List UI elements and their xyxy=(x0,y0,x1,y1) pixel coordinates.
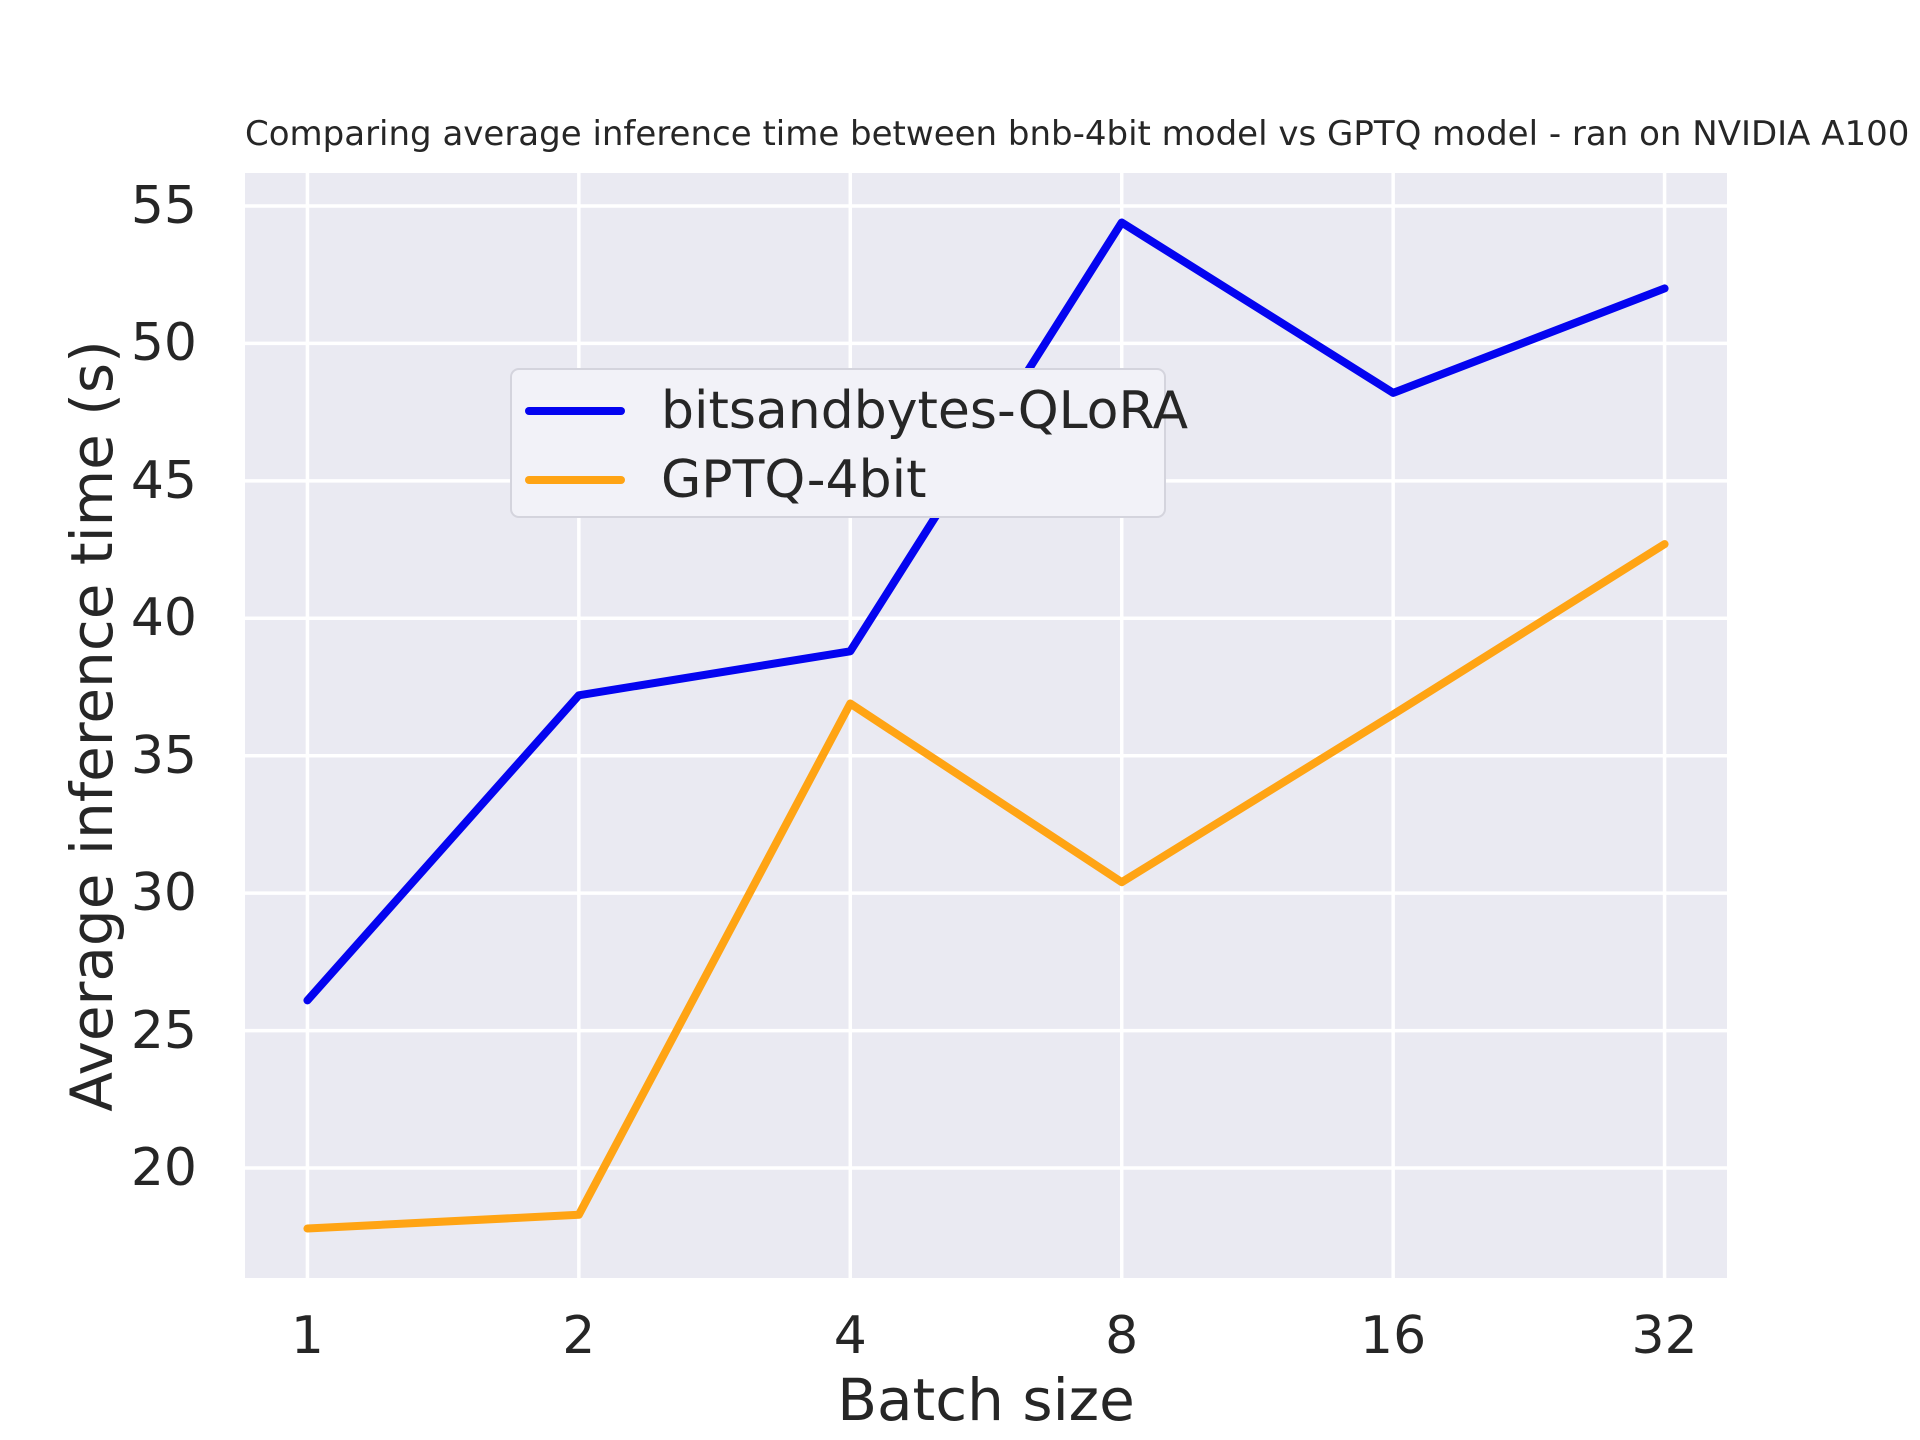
y-tick-55: 55 xyxy=(130,175,197,236)
y-tick-30: 30 xyxy=(130,863,197,924)
x-tick-32: 32 xyxy=(1631,1306,1698,1366)
plot-canvas xyxy=(245,173,1727,1278)
x-tick-2: 2 xyxy=(562,1306,596,1366)
plot-area: bitsandbytes-QLoRA GPTQ-4bit xyxy=(245,173,1727,1278)
legend-line-swatch-orange-icon xyxy=(525,476,625,485)
gridlines xyxy=(245,173,1727,1278)
legend-label: GPTQ-4bit xyxy=(661,450,927,511)
y-tick-50: 50 xyxy=(130,313,197,374)
y-tick-35: 35 xyxy=(130,725,197,786)
legend-item-bitsandbytes-qlora: bitsandbytes-QLoRA xyxy=(525,377,1188,445)
legend: bitsandbytes-QLoRA GPTQ-4bit xyxy=(510,368,1188,518)
x-tick-1: 1 xyxy=(290,1306,324,1366)
y-tick-40: 40 xyxy=(130,588,197,649)
series-line-gptq-4bit xyxy=(303,540,1669,1233)
y-tick-25: 25 xyxy=(130,1000,197,1061)
legend-line-swatch-blue-icon xyxy=(525,406,625,415)
x-axis-label: Batch size xyxy=(837,1366,1135,1434)
y-tick-20: 20 xyxy=(130,1138,197,1199)
series-line-bitsandbytes-qlora xyxy=(303,218,1669,1005)
chart-title: Comparing average inference time between… xyxy=(245,114,1910,154)
y-tick-45: 45 xyxy=(130,450,197,511)
legend-item-gptq-4bit: GPTQ-4bit xyxy=(525,446,1164,514)
legend-label: bitsandbytes-QLoRA xyxy=(661,380,1189,441)
x-tick-16: 16 xyxy=(1360,1306,1427,1366)
x-tick-8: 8 xyxy=(1105,1306,1139,1366)
x-tick-4: 4 xyxy=(833,1306,867,1366)
